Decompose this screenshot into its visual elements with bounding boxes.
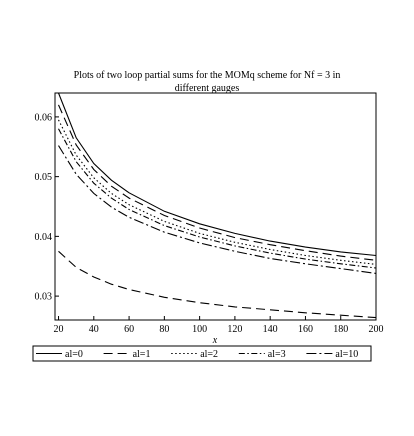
y-tick-label: 0.03 <box>35 292 53 303</box>
y-tick-label: 0.05 <box>35 172 53 183</box>
legend-label: al=2 <box>200 349 218 360</box>
x-tick-label: 100 <box>192 324 207 335</box>
y-tick-label: 0.04 <box>35 232 53 243</box>
x-tick-label: 120 <box>227 324 242 335</box>
x-tick-label: 40 <box>89 324 99 335</box>
series-line-al=10 <box>58 145 377 274</box>
x-axis: 20 40 60 80 100 120 140 160 180 200 <box>54 316 384 335</box>
x-tick-label: 60 <box>124 324 134 335</box>
x-tick-label: 200 <box>369 324 384 335</box>
legend-label: al=3 <box>268 349 286 360</box>
y-tick-label: 0.06 <box>35 112 53 123</box>
plot-lines <box>57 92 377 319</box>
series-line-al=2 <box>58 119 377 265</box>
x-axis-label: x <box>212 335 218 346</box>
x-tick-label: 180 <box>333 324 348 335</box>
x-tick-label: 80 <box>159 324 169 335</box>
series-line-al=0 <box>57 92 377 257</box>
legend-label: al=1 <box>133 349 151 360</box>
chart-title-line-1: Plots of two loop partial sums for the M… <box>74 70 341 81</box>
x-tick-label: 20 <box>54 324 64 335</box>
legend-box <box>32 345 372 362</box>
y-axis: 0.03 0.04 0.05 0.06 <box>35 112 59 303</box>
x-tick-label: 140 <box>263 324 278 335</box>
legend: al=0 al=1 al=2 al=3 al=10 <box>36 349 358 360</box>
series-line-al=1 <box>57 104 377 261</box>
plot-frame <box>54 92 377 321</box>
series-line-curve-6 <box>58 250 377 319</box>
legend-label: al=0 <box>65 349 83 360</box>
x-tick-label: 160 <box>298 324 313 335</box>
series-line-al=3 <box>58 128 377 269</box>
chart-title-line-2: different gauges <box>175 83 240 94</box>
legend-label: al=10 <box>335 349 358 360</box>
